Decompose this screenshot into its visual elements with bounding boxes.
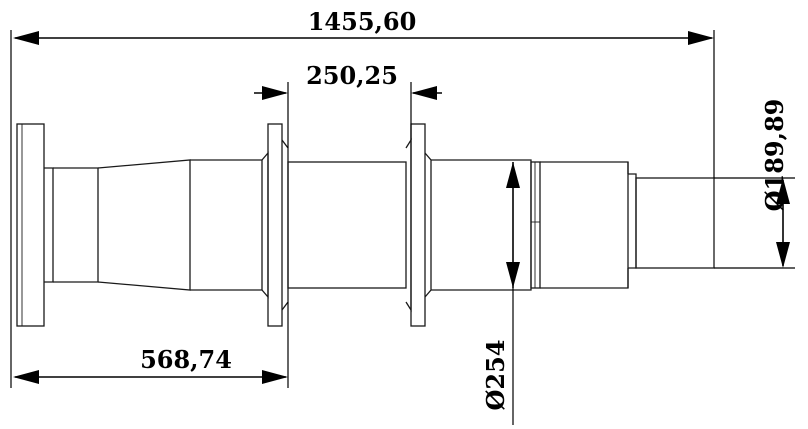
large-diameter-value: 254 (481, 339, 510, 389)
overall-length-label: 1455,60 (308, 7, 417, 36)
taper-section (97, 159, 191, 291)
dimension-small-diameter: Ø189,89 (714, 99, 795, 269)
right-disc (410, 123, 426, 327)
dimension-overall-length: 1455,60 (10, 7, 715, 388)
left-cylinder (53, 167, 99, 283)
large-diameter-label: Ø254 (481, 339, 510, 410)
shaft-end (635, 177, 715, 269)
small-diameter-label: Ø189,89 (760, 99, 789, 212)
right-disc-hub (424, 152, 432, 298)
dimension-left-offset: 568,74 (13, 302, 289, 388)
diameter-symbol: Ø (760, 190, 789, 211)
left-disc-hub (261, 151, 269, 299)
groove-ring (530, 161, 541, 289)
central-body (287, 161, 407, 289)
left-neck (44, 167, 54, 283)
dimension-large-diameter: Ø254 (481, 162, 520, 425)
step-down (628, 173, 637, 269)
middle-span-label: 250,25 (306, 61, 398, 90)
left-body (190, 159, 263, 291)
dimension-middle-span: 250,25 (254, 61, 442, 148)
left-flange (16, 123, 45, 327)
diameter-symbol: Ø (481, 390, 510, 411)
right-section (540, 161, 629, 289)
shaft-body (16, 123, 715, 327)
left-disc (267, 123, 283, 327)
left-offset-label: 568,74 (140, 345, 232, 374)
small-diameter-value: 189,89 (760, 99, 789, 191)
